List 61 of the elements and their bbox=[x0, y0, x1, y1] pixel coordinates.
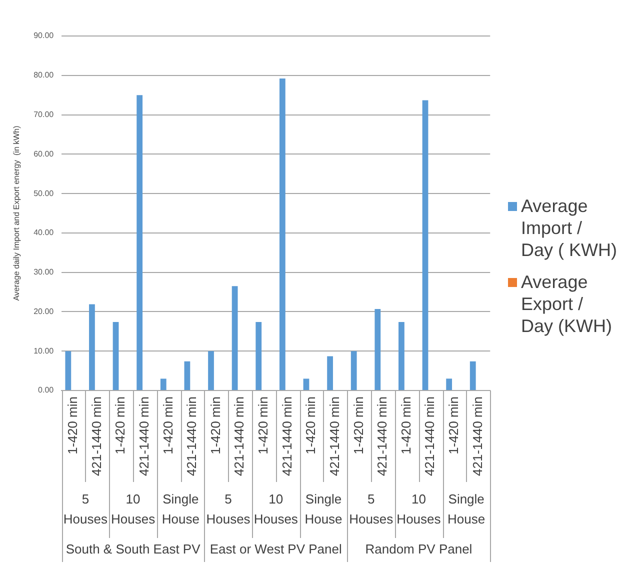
legend-label: Average Import / Day ( KWH) bbox=[521, 195, 618, 261]
x-tick-label: 421-1440 min bbox=[184, 396, 200, 476]
text: East or West PV Panel bbox=[210, 542, 342, 557]
bar bbox=[112, 322, 119, 390]
text: 5 Houses bbox=[63, 492, 108, 527]
x-tick-label: 1-420 min bbox=[350, 396, 366, 454]
bar bbox=[303, 378, 310, 390]
x-tick-label: 1-420 min bbox=[160, 396, 176, 454]
bar bbox=[350, 351, 357, 390]
x-tick-label: 1-420 min bbox=[65, 396, 80, 454]
y-tick-label: 20.00 bbox=[34, 306, 54, 316]
bar bbox=[279, 78, 286, 390]
x-tick-label: 421-1440 min bbox=[374, 396, 390, 476]
x-tick-label: 1-420 min bbox=[303, 396, 318, 454]
x-tick-label: 1-420 min bbox=[446, 396, 462, 454]
y-tick-label: 80.00 bbox=[34, 70, 54, 80]
y-tick-label: 50.00 bbox=[34, 188, 54, 198]
x-tick-label: 421-1440 min bbox=[470, 396, 485, 476]
bar bbox=[232, 286, 238, 390]
y-tick-label: 60.00 bbox=[34, 149, 54, 158]
text: Random PV Panel bbox=[365, 542, 472, 557]
bar bbox=[470, 361, 476, 390]
bar bbox=[374, 308, 381, 390]
y-tick-label: 30.00 bbox=[34, 268, 54, 277]
text: 5 Houses bbox=[349, 492, 394, 527]
y-tick-label: 90.00 bbox=[34, 31, 54, 40]
text: 5 Houses bbox=[206, 492, 251, 527]
bar bbox=[398, 322, 404, 390]
x-tick-label: 1-420 min bbox=[112, 396, 128, 454]
x-tick-label: 421-1440 min bbox=[232, 396, 247, 476]
bar bbox=[327, 356, 333, 390]
bar bbox=[65, 351, 72, 390]
y-tick-label: 0.00 bbox=[38, 386, 54, 395]
legend-label: Average Export / Day (KWH) bbox=[521, 271, 613, 337]
text: 10 Houses bbox=[111, 492, 156, 527]
bar bbox=[160, 378, 166, 390]
y-tick-label: 40.00 bbox=[34, 228, 54, 238]
bar bbox=[256, 322, 262, 390]
bar bbox=[422, 100, 428, 390]
x-tick-label: 421-1440 min bbox=[88, 396, 104, 476]
x-tick-label: 421-1440 min bbox=[136, 396, 152, 476]
x-tick-label: 421-1440 min bbox=[422, 396, 438, 476]
text: Single House bbox=[448, 492, 486, 527]
bar bbox=[89, 304, 95, 390]
y-tick-label: 70.00 bbox=[34, 110, 54, 119]
y-tick-label: 10.00 bbox=[34, 346, 54, 356]
text: Single House bbox=[304, 492, 342, 527]
bar bbox=[208, 351, 214, 390]
bar bbox=[136, 95, 143, 390]
x-tick-label: 1-420 min bbox=[256, 396, 271, 454]
bar bbox=[446, 378, 452, 390]
text: 10 Houses bbox=[254, 492, 298, 527]
x-tick-label: 421-1440 min bbox=[326, 396, 342, 476]
y-axis-title: Average daily Import and Export energy (in kWh) bbox=[12, 125, 22, 301]
text: South & South East PV bbox=[66, 542, 201, 557]
text: Single House bbox=[162, 492, 200, 527]
text: 10 Houses bbox=[396, 492, 442, 527]
bar bbox=[184, 361, 190, 390]
x-tick-label: 1-420 min bbox=[208, 396, 223, 454]
x-tick-label: 421-1440 min bbox=[279, 396, 294, 476]
x-tick-label: 1-420 min bbox=[398, 396, 414, 454]
